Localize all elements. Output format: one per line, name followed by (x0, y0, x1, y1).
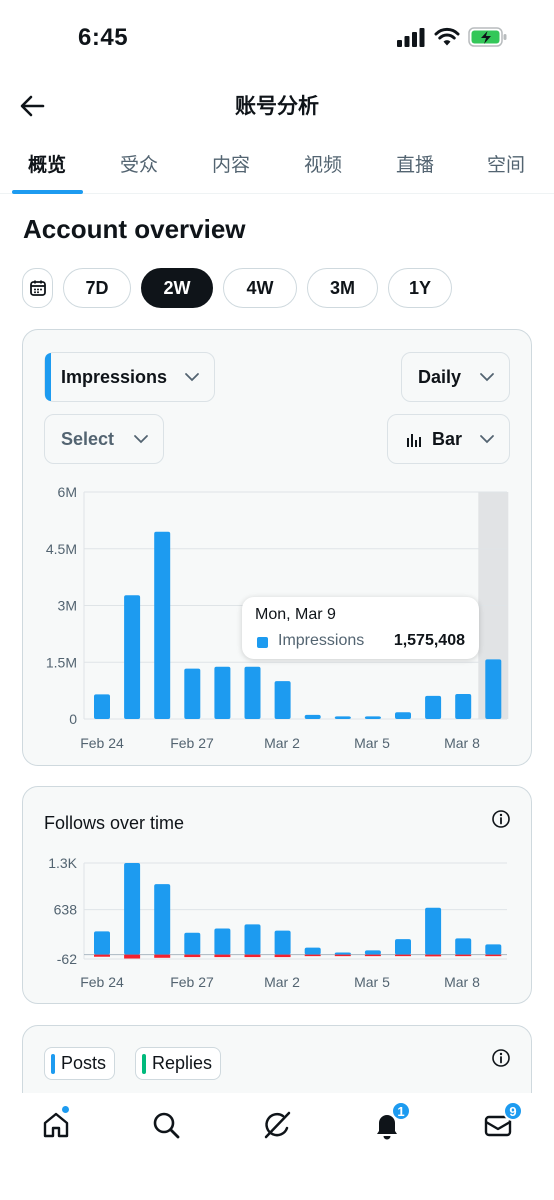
compare-dropdown[interactable]: Select (44, 414, 164, 464)
replies-chip-color (142, 1054, 146, 1074)
tab-content[interactable]: 内容 (212, 155, 251, 176)
section-title: Account overview (23, 214, 246, 244)
arrow-left-icon (20, 95, 45, 117)
nav-search[interactable] (146, 1105, 186, 1145)
battery-charging-icon (468, 27, 507, 47)
metric-dropdown-label: Impressions (61, 366, 168, 387)
messages-icon (484, 1115, 512, 1137)
replies-chip[interactable]: Replies (135, 1047, 222, 1080)
nav-grok[interactable] (257, 1105, 297, 1145)
replies-chip-label: Replies (152, 1053, 213, 1073)
follows-card-title: Follows over time (44, 813, 185, 833)
bar-chart-icon (407, 434, 421, 447)
chart-type-dropdown-label: Bar (432, 428, 463, 449)
posts-chip[interactable]: Posts (44, 1047, 116, 1080)
info-icon[interactable] (491, 1048, 511, 1068)
metric-dropdown[interactable]: Impressions (44, 352, 215, 402)
tooltip-label: Impressions (278, 632, 365, 649)
bottom-nav: 1 9 (0, 1093, 554, 1200)
home-unread-dot (61, 1105, 70, 1114)
search-icon (153, 1112, 180, 1139)
page-title: 账号分析 (235, 95, 319, 118)
signal-icon (397, 28, 425, 47)
interval-dropdown-label: Daily (418, 366, 462, 387)
follows-card (22, 786, 532, 1004)
chevron-down-icon (134, 435, 148, 444)
tooltip-date: Mon, Mar 9 (255, 606, 336, 623)
status-bar: 6:45 (0, 0, 554, 78)
calendar-icon (29, 280, 46, 296)
interval-dropdown[interactable]: Daily (401, 352, 510, 402)
notifications-icon (377, 1115, 397, 1140)
metric-color-bar (45, 353, 51, 401)
tooltip-legend-swatch (257, 637, 268, 648)
tab-audience[interactable]: 受众 (120, 155, 159, 176)
wifi-icon (434, 27, 460, 46)
nav-home[interactable] (36, 1105, 76, 1145)
top-bar: 账号分析 (0, 78, 554, 134)
range-2w-button[interactable]: 2W (141, 268, 213, 308)
posts-chip-color (51, 1054, 55, 1074)
messages-badge: 9 (503, 1101, 523, 1121)
status-icons (396, 26, 508, 48)
chevron-down-icon (480, 435, 494, 444)
tab-spaces[interactable]: 空间 (487, 155, 526, 176)
range-3m-button[interactable]: 3M (307, 268, 378, 308)
range-4w-button[interactable]: 4W (223, 268, 297, 308)
chevron-down-icon (185, 373, 199, 382)
active-tab-indicator (12, 190, 83, 194)
tab-overview[interactable]: 概览 (28, 155, 67, 176)
calendar-button[interactable] (22, 268, 53, 308)
grok-icon (264, 1111, 291, 1139)
chart-tooltip: Mon, Mar 9 Impressions 1,575,408 (242, 597, 479, 659)
range-1y-button[interactable]: 1Y (388, 268, 452, 308)
chart-type-dropdown[interactable]: Bar (387, 414, 510, 464)
posts-chip-label: Posts (61, 1053, 107, 1073)
chevron-down-icon (480, 373, 494, 382)
tab-bar: 概览 受众 内容 视频 直播 空间 (0, 138, 554, 194)
nav-messages[interactable]: 9 (478, 1101, 523, 1145)
tooltip-value: 1,575,408 (393, 632, 465, 649)
tab-live[interactable]: 直播 (396, 155, 435, 176)
home-icon (43, 1112, 69, 1138)
nav-notifications[interactable]: 1 (367, 1101, 411, 1145)
status-time: 6:45 (78, 24, 129, 51)
compare-dropdown-label: Select (61, 428, 115, 449)
info-icon[interactable] (491, 809, 511, 829)
tab-video[interactable]: 视频 (304, 155, 343, 176)
notifications-badge: 1 (391, 1101, 411, 1121)
range-7d-button[interactable]: 7D (63, 268, 131, 308)
back-button[interactable] (14, 88, 50, 124)
